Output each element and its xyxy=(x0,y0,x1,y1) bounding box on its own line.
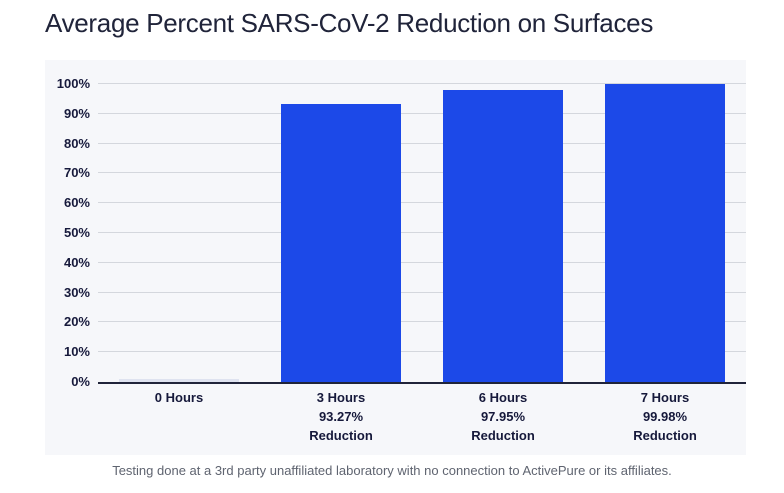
y-tick-label: 0% xyxy=(71,374,90,389)
y-tick-label: 20% xyxy=(63,314,90,330)
x-tick-label: 3 Hours 93.27% Reduction xyxy=(260,388,422,445)
x-tick-label-line: 0 Hours xyxy=(154,390,204,405)
bar xyxy=(443,90,563,382)
x-tick-label-line: 97.95% xyxy=(480,409,526,424)
x-tick-label-line: 99.98% xyxy=(642,409,688,424)
y-tick-label: 60% xyxy=(63,195,90,211)
bar xyxy=(281,104,401,382)
x-tick-label: 0 Hours xyxy=(98,388,260,407)
gridline xyxy=(98,112,746,114)
x-tick-label-line: 93.27% xyxy=(318,409,364,424)
gridline xyxy=(98,232,746,233)
bar-column xyxy=(584,84,746,382)
gridline xyxy=(98,142,746,144)
y-tick-label: 80% xyxy=(63,135,90,151)
x-tick-label-line: 3 Hours xyxy=(316,390,366,405)
x-tick-label: 7 Hours 99.98% Reduction xyxy=(584,388,746,445)
y-tick-label: 50% xyxy=(63,225,90,240)
gridline xyxy=(98,291,746,293)
x-tick-label-line: 6 Hours xyxy=(478,390,528,405)
gridline xyxy=(98,351,746,353)
gridline xyxy=(98,321,746,323)
bar xyxy=(119,379,239,382)
gridline xyxy=(98,172,746,174)
x-tick-label: 6 Hours 97.95% Reduction xyxy=(422,388,584,445)
bar-column xyxy=(422,84,584,382)
x-tick-label-line: Reduction xyxy=(633,428,697,443)
bar xyxy=(605,84,725,382)
x-axis-line xyxy=(98,382,746,384)
footnote: Testing done at a 3rd party unaffiliated… xyxy=(112,463,672,478)
plot-area xyxy=(98,83,746,384)
gridline xyxy=(98,83,746,84)
y-tick-label: 90% xyxy=(63,105,90,121)
y-tick-label: 40% xyxy=(63,254,90,270)
x-tick-label-line: 7 Hours xyxy=(640,390,690,405)
chart-title: Average Percent SARS-CoV-2 Reduction on … xyxy=(45,8,654,38)
gridline xyxy=(98,202,746,204)
bar-column xyxy=(98,84,260,382)
y-tick-label: 70% xyxy=(63,165,90,181)
y-tick-label: 10% xyxy=(63,344,90,360)
gridline xyxy=(98,261,746,263)
bar-column xyxy=(260,84,422,382)
y-tick-label: 100% xyxy=(56,76,90,91)
chart-panel: 0% 10% 20% 30% 40% 50% 60% 70% 80% 90% 100% 0 Hours… xyxy=(45,60,746,455)
x-tick-label-line: Reduction xyxy=(471,428,535,443)
y-tick-label: 30% xyxy=(63,284,90,300)
x-tick-label-line: Reduction xyxy=(309,428,373,443)
